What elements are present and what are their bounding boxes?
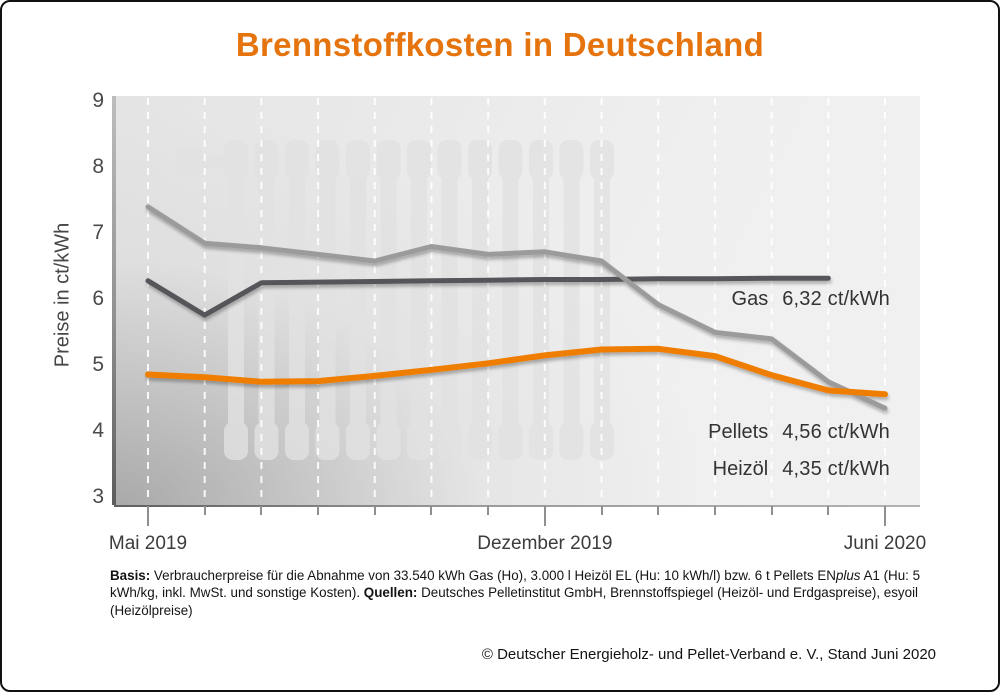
ytick-5: 5 (92, 353, 104, 377)
radiator-fin-cap-bottom (285, 422, 309, 460)
line-gas (145, 275, 831, 318)
ytick-6: 6 (92, 287, 104, 311)
xtick-Okt 2019 (430, 506, 433, 515)
radiator-fin-column (533, 164, 549, 442)
pellets-series-value: 4,56 ct/kWh (782, 421, 890, 443)
ytick-8: 8 (92, 155, 104, 179)
footer-basis-text: Verbraucherpreise für die Abnahme von 33… (150, 568, 836, 583)
footer-note: Basis: Verbraucherpreise für die Abnahme… (110, 567, 922, 619)
radiator-fin-column (411, 164, 427, 442)
radiator-valve-knob (176, 148, 203, 176)
xtick-Mär 2020 (713, 506, 716, 515)
radiator-fin-cap-bottom (529, 422, 553, 460)
series-lines (145, 204, 888, 411)
radiator-fin-column (228, 164, 244, 442)
xtick-label-juni-2020: Juni 2020 (843, 533, 927, 554)
xtick-label-dezember-2019: Dezember 2019 (477, 533, 613, 554)
xtick-Feb 2020 (657, 506, 660, 515)
plot-area (114, 96, 920, 505)
footer-enplus-italic: plus (835, 568, 861, 583)
line-heizöl (145, 204, 888, 411)
radiator-fin-column (563, 164, 580, 442)
radiator-fin-column (350, 164, 366, 442)
footer-quellen-text: Deutsches Pelletinstitut GmbH, Brennstof… (110, 585, 919, 618)
radiator-fin-column (258, 164, 275, 442)
gas-series-value: 6,32 ct/kWh (782, 288, 890, 310)
heizoel-series-label: Heizöl 4,35 ct/kWh (713, 458, 890, 481)
xtick-Jul 2019 (260, 506, 263, 515)
chart-title: Brennstoffkosten in Deutschland (235, 26, 765, 63)
radiator-fin-cap-bottom (254, 422, 279, 460)
xtick-Jun 2019 (203, 506, 206, 515)
heizoel-series-value: 4,35 ct/kWh (782, 458, 890, 480)
radiator-fin-cap-bottom (224, 422, 248, 460)
radiator-fin-cap-bottom (498, 422, 523, 460)
xtick-Jan 2020 (600, 506, 603, 515)
heizoel-series-name: Heizöl (712, 458, 769, 480)
ytick-9: 9 (92, 89, 104, 113)
line-pellets (145, 345, 888, 398)
radiator-fin-column (289, 164, 305, 442)
footer-basis-label: Basis: (110, 568, 151, 583)
chart-canvas (145, 98, 888, 503)
radiator-watermark (176, 140, 614, 460)
radiator-fin-cap-bottom (407, 422, 431, 460)
radiator-fin-cap-bottom (315, 422, 340, 460)
radiator-fin-cap-bottom (468, 422, 492, 460)
xtick-label-mai-2019: Mai 2019 (108, 533, 188, 554)
ytick-3: 3 (92, 485, 104, 509)
xtick-Sep 2019 (373, 506, 376, 515)
radiator-fin-cap-bottom (559, 422, 584, 460)
pellets-series-label: Pellets 4,56 ct/kWh (708, 421, 890, 444)
xtick-Apr 2020 (770, 506, 773, 515)
radiator-valve-pipe (202, 156, 228, 169)
radiator-fin-cap-bottom (346, 422, 370, 460)
xtick-Dez 2019 (543, 506, 546, 526)
radiator-fin-cap-bottom (437, 422, 462, 460)
ytick-4: 4 (92, 419, 104, 443)
gas-series-label: Gas 6,32 ct/kWh (732, 288, 890, 311)
radiator-fin-column (594, 164, 610, 442)
copyright-line: © Deutscher Energieholz- und Pellet-Verb… (481, 646, 936, 663)
gas-series-name: Gas (731, 288, 769, 310)
pellets-series-name: Pellets (708, 421, 769, 443)
xtick-Aug 2019 (317, 506, 320, 515)
xtick-Nov 2019 (487, 506, 490, 515)
radiator-fin-column (380, 164, 397, 442)
radiator-fin-column (319, 164, 336, 442)
x-axis-line (114, 505, 920, 507)
footer-after-enplus: A1 (Hu: 5 kWh/kg, inkl. MwSt. und sonsti… (110, 568, 921, 601)
y-axis-line (112, 96, 116, 505)
radiator-fin-column (441, 164, 458, 442)
month-gridlines (147, 98, 886, 503)
radiator-fin-column (502, 164, 519, 442)
xtick-Mai 2020 (827, 506, 830, 515)
radiator-fin-column (472, 164, 488, 442)
ytick-7: 7 (92, 221, 104, 245)
xtick-Mai 2019 (147, 506, 149, 526)
radiator-fin-cap-bottom (376, 422, 401, 460)
xtick-Jun 2020 (883, 506, 886, 526)
footer-quellen-label: Quellen: (363, 585, 418, 601)
